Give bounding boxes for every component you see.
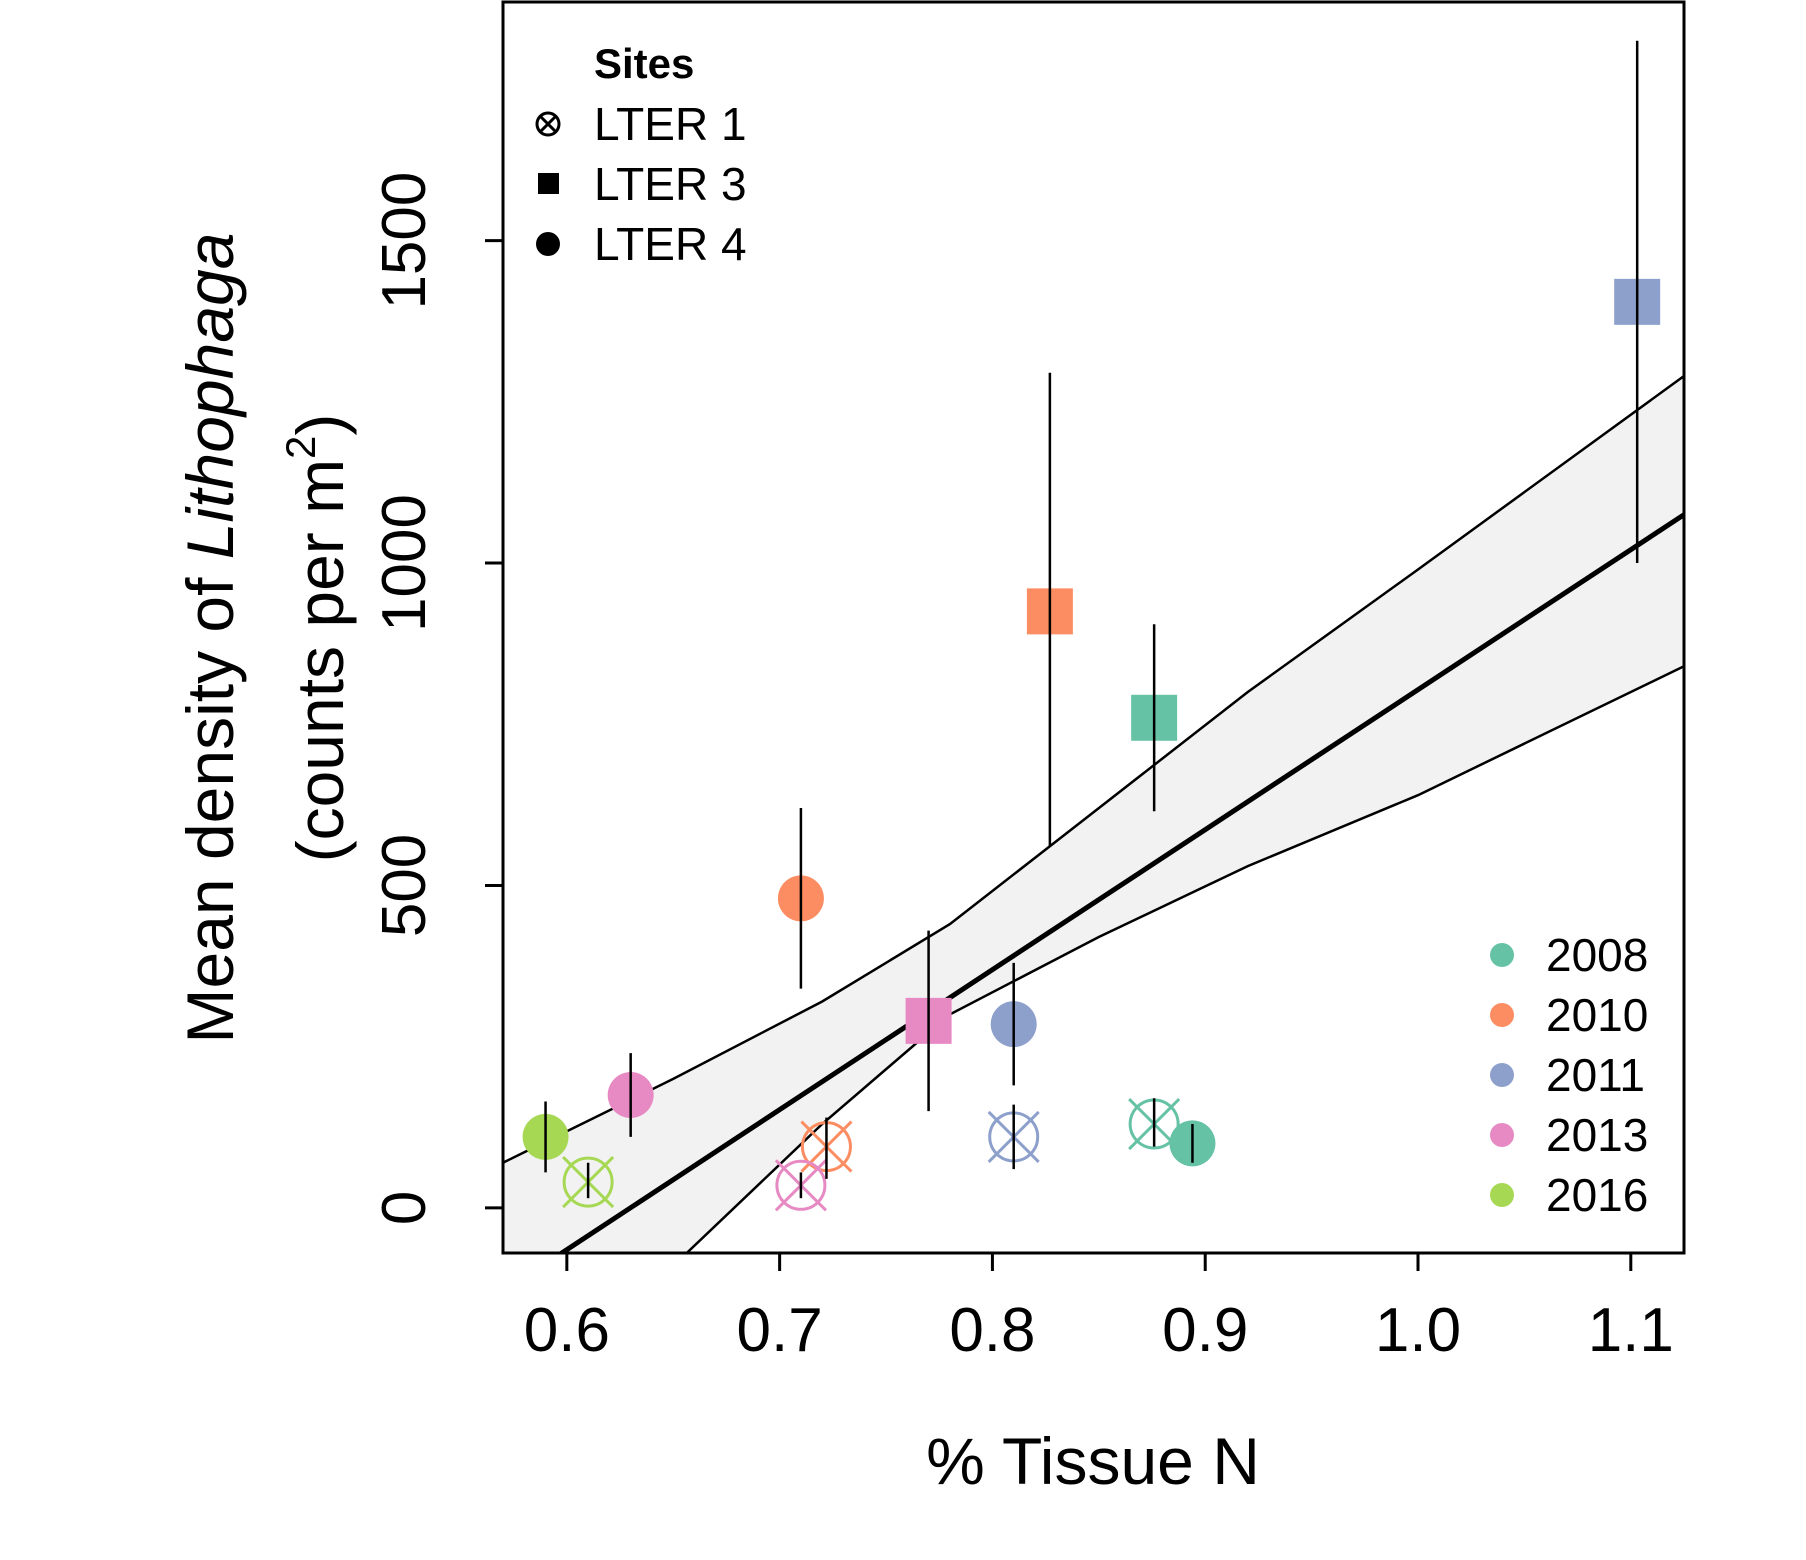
y-axis-title-line2: (counts per m2) [277, 414, 357, 863]
plot-content [503, 40, 1684, 1253]
x-axis: 0.6 0.7 0.8 0.9 1.0 1.1 [524, 1253, 1674, 1365]
square-icon [538, 173, 559, 194]
x-tick-label: 1.1 [1588, 1296, 1674, 1365]
plot-frame [501, 0, 1686, 1255]
legend-item-lter1: LTER 1 [535, 98, 747, 150]
y-axis-title-close: ) [283, 414, 357, 436]
legend-sites-title: Sites [594, 40, 694, 87]
legend-label-lter3: LTER 3 [594, 158, 747, 210]
legend-item-2011: 2011 [1490, 1049, 1645, 1101]
x-tick-label: 0.7 [737, 1296, 823, 1365]
legend-item-2010: 2010 [1490, 989, 1648, 1041]
y-tick-label: 0 [370, 1191, 439, 1225]
y-axis-subtitle: (counts per m2) [277, 414, 357, 863]
legend-label-lter4: LTER 4 [594, 218, 747, 270]
x-tick-label: 0.6 [524, 1296, 610, 1365]
y-axis-title-superscript: 2 [277, 436, 324, 459]
year-swatch-icon [1490, 1003, 1514, 1027]
circle-x-icon [535, 111, 561, 137]
x-tick-label: 1.0 [1375, 1296, 1461, 1365]
y-axis: 0 500 1000 1500 [370, 172, 503, 1225]
x-tick-label: 0.8 [949, 1296, 1035, 1365]
x-tick-label: 0.9 [1162, 1296, 1248, 1365]
legend-item-2008: 2008 [1490, 929, 1648, 981]
legend-item-lter3: LTER 3 [538, 158, 747, 210]
y-axis-title-units: (counts per m [283, 459, 357, 862]
legend-item-lter4: LTER 4 [536, 218, 747, 270]
legend-label-2008: 2008 [1546, 929, 1648, 981]
y-axis-title-italic: Lithophaga [173, 233, 247, 560]
legend-label-2013: 2013 [1546, 1109, 1648, 1161]
year-swatch-icon [1490, 1123, 1514, 1147]
filled-circle-icon [536, 232, 560, 256]
legend-sites: Sites LTER 1 LTER 3 LTER 4 [535, 40, 747, 270]
legend-years: 2008 2010 2011 2013 2016 [1490, 929, 1648, 1221]
confidence-band [503, 376, 1684, 1253]
year-swatch-icon [1490, 1183, 1514, 1207]
year-swatch-icon [1490, 1063, 1514, 1087]
legend-label-2016: 2016 [1546, 1169, 1648, 1221]
y-tick-label: 500 [370, 834, 439, 937]
regression-line [557, 512, 1684, 1253]
x-axis-title: % Tissue N [926, 1424, 1260, 1498]
y-axis-title-prefix: Mean density of [173, 559, 247, 1043]
y-axis-title: Mean density of Lithophaga [173, 233, 247, 1044]
legend-label-2010: 2010 [1546, 989, 1648, 1041]
y-tick-label: 1000 [370, 494, 439, 632]
legend-item-2013: 2013 [1490, 1109, 1648, 1161]
legend-label-lter1: LTER 1 [594, 98, 747, 150]
year-swatch-icon [1490, 943, 1514, 967]
confidence-upper-line [503, 374, 1684, 1164]
y-tick-label: 1500 [370, 172, 439, 310]
error-bars [544, 40, 1639, 1199]
confidence-lower-line [684, 665, 1684, 1253]
legend-label-2011: 2011 [1546, 1049, 1645, 1101]
y-axis-title-line1: Mean density of Lithophaga [173, 233, 247, 1044]
legend-item-2016: 2016 [1490, 1169, 1648, 1221]
